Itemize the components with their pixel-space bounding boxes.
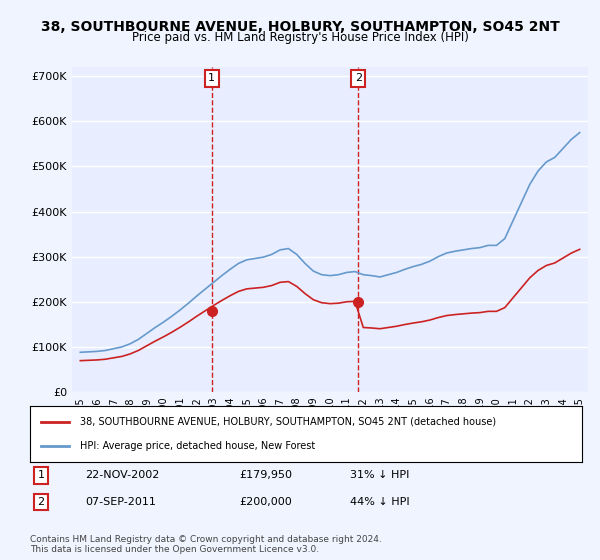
Text: 22-NOV-2002: 22-NOV-2002 (85, 470, 160, 480)
Text: 1: 1 (38, 470, 44, 480)
Text: 07-SEP-2011: 07-SEP-2011 (85, 497, 156, 507)
Text: 38, SOUTHBOURNE AVENUE, HOLBURY, SOUTHAMPTON, SO45 2NT: 38, SOUTHBOURNE AVENUE, HOLBURY, SOUTHAM… (41, 20, 559, 34)
Text: £179,950: £179,950 (240, 470, 293, 480)
Text: HPI: Average price, detached house, New Forest: HPI: Average price, detached house, New … (80, 441, 315, 451)
Text: Price paid vs. HM Land Registry's House Price Index (HPI): Price paid vs. HM Land Registry's House … (131, 31, 469, 44)
Text: £200,000: £200,000 (240, 497, 293, 507)
Text: 31% ↓ HPI: 31% ↓ HPI (350, 470, 410, 480)
Text: 2: 2 (37, 497, 44, 507)
Text: 38, SOUTHBOURNE AVENUE, HOLBURY, SOUTHAMPTON, SO45 2NT (detached house): 38, SOUTHBOURNE AVENUE, HOLBURY, SOUTHAM… (80, 417, 496, 427)
Text: 44% ↓ HPI: 44% ↓ HPI (350, 497, 410, 507)
Text: 1: 1 (208, 73, 215, 83)
Text: 2: 2 (355, 73, 362, 83)
Text: Contains HM Land Registry data © Crown copyright and database right 2024.
This d: Contains HM Land Registry data © Crown c… (30, 535, 382, 554)
